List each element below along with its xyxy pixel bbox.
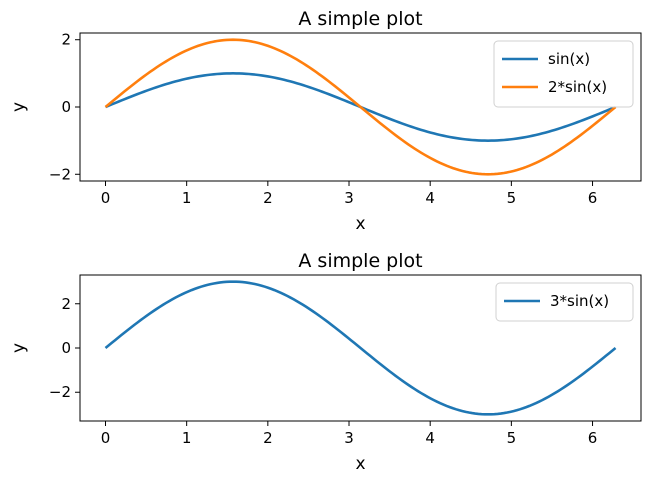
x-tick-label: 0 bbox=[101, 429, 111, 447]
x-tick-label: 6 bbox=[588, 189, 598, 207]
x-axis-label: x bbox=[355, 214, 365, 234]
subplot-2: A simple plot 0 1 2 3 4 5 6 −2 0 2 x y 3*sin(x) bbox=[9, 250, 642, 474]
x-tick-label: 3 bbox=[344, 189, 354, 207]
series-line-2 bbox=[104, 38, 617, 176]
legend: sin(x) 2*sin(x) bbox=[493, 40, 634, 108]
legend-label: sin(x) bbox=[548, 50, 590, 68]
legend-label: 3*sin(x) bbox=[550, 292, 609, 310]
x-tick-label: 4 bbox=[425, 429, 435, 447]
legend: 3*sin(x) bbox=[495, 282, 634, 322]
legend-label: 2*sin(x) bbox=[548, 78, 607, 96]
subplot-1: A simple plot 0 1 2 3 4 5 6 −2 0 2 x y sin(x) 2*sin(x) bbox=[9, 8, 642, 234]
y-tick-label: 2 bbox=[61, 295, 71, 313]
y-axis-label: y bbox=[9, 102, 29, 112]
x-tick-label: 1 bbox=[182, 429, 192, 447]
x-axis-label: x bbox=[355, 454, 365, 474]
plot-title: A simple plot bbox=[298, 250, 422, 272]
x-tick-label: 2 bbox=[263, 429, 273, 447]
x-tick-label: 6 bbox=[588, 429, 598, 447]
x-tick-label: 5 bbox=[507, 429, 517, 447]
legend-frame bbox=[493, 40, 634, 108]
x-tick-label: 4 bbox=[425, 189, 435, 207]
legend-frame bbox=[495, 282, 634, 322]
y-tick-label: −2 bbox=[49, 165, 71, 183]
x-tick-label: 3 bbox=[344, 429, 354, 447]
series-line-1 bbox=[104, 280, 617, 416]
y-tick-label: 0 bbox=[61, 98, 71, 116]
plot-title: A simple plot bbox=[298, 8, 422, 30]
x-tick-label: 1 bbox=[182, 189, 192, 207]
x-tick-label: 2 bbox=[263, 189, 273, 207]
y-tick-label: −2 bbox=[49, 383, 71, 401]
y-axis-label: y bbox=[9, 343, 29, 353]
y-tick-label: 2 bbox=[61, 31, 71, 49]
x-tick-label: 5 bbox=[507, 189, 517, 207]
y-tick-label: 0 bbox=[61, 339, 71, 357]
x-tick-label: 0 bbox=[101, 189, 111, 207]
